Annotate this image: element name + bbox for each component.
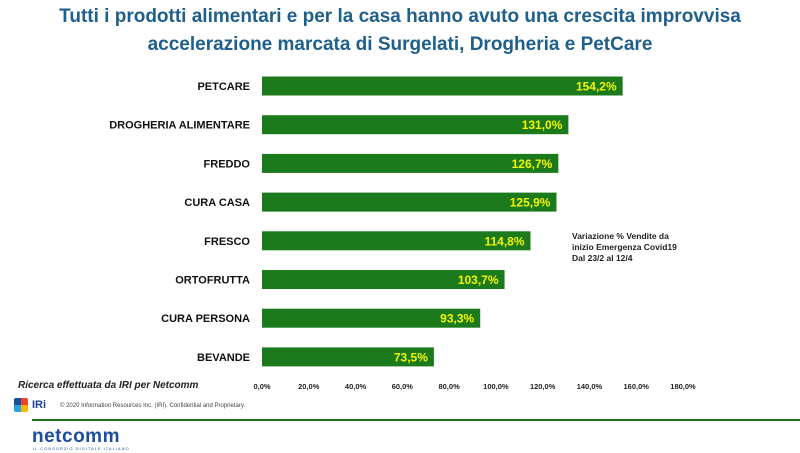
data-label: 126,7% bbox=[512, 157, 553, 171]
bar bbox=[262, 347, 434, 367]
category-label: PETCARE bbox=[197, 81, 250, 93]
x-tick-label: 120,0% bbox=[530, 382, 556, 391]
x-tick-label: 0,0% bbox=[253, 382, 270, 391]
x-tick-label: 160,0% bbox=[624, 382, 650, 391]
source-note: Ricerca effettuata da IRI per Netcomm bbox=[18, 380, 199, 391]
category-label: CURA CASA bbox=[184, 197, 250, 209]
data-label: 93,3% bbox=[440, 312, 474, 326]
x-tick-label: 80,0% bbox=[438, 382, 460, 391]
iri-cube-icon bbox=[14, 398, 28, 412]
iri-logo-text: IRi bbox=[32, 399, 47, 411]
bar bbox=[262, 308, 481, 328]
bar bbox=[262, 76, 623, 96]
divider bbox=[32, 419, 800, 421]
data-label: 114,8% bbox=[484, 234, 524, 248]
x-tick-label: 60,0% bbox=[392, 382, 414, 391]
copyright: © 2020 Information Resources Inc. (IRI).… bbox=[60, 403, 246, 409]
annotation-line: Variazione % Vendite da bbox=[572, 231, 669, 241]
x-tick-label: 20,0% bbox=[298, 382, 320, 391]
chart-subtitle: accelerazione marcata di Surgelati, Drog… bbox=[147, 34, 653, 55]
category-label: CURA PERSONA bbox=[161, 313, 250, 325]
category-label: DROGHERIA ALIMENTARE bbox=[109, 120, 250, 132]
x-tick-label: 40,0% bbox=[345, 382, 367, 391]
data-label: 154,2% bbox=[576, 80, 617, 94]
annotation-line: Dal 23/2 al 12/4 bbox=[572, 253, 633, 263]
bar bbox=[262, 153, 559, 173]
x-tick-label: 100,0% bbox=[483, 382, 509, 391]
bar bbox=[262, 231, 531, 251]
category-label: BEVANDE bbox=[197, 352, 250, 364]
data-label: 73,5% bbox=[394, 350, 428, 364]
category-label: ORTOFRUTTA bbox=[175, 275, 250, 287]
netcomm-logo: netcomm bbox=[32, 426, 120, 447]
category-label: FRESCO bbox=[204, 236, 250, 248]
x-tick-label: 140,0% bbox=[577, 382, 603, 391]
bar bbox=[262, 270, 505, 289]
data-label: 131,0% bbox=[522, 118, 563, 132]
annotation-line: inizio Emergenza Covid19 bbox=[572, 242, 677, 252]
chart-annotation: Variazione % Vendite da inizio Emergenza… bbox=[572, 231, 677, 264]
category-label: FREDDO bbox=[204, 158, 251, 170]
bar bbox=[262, 192, 557, 212]
chart-title: Tutti i prodotti alimentari e per la cas… bbox=[59, 6, 741, 27]
bar bbox=[262, 115, 569, 135]
x-tick-label: 180,0% bbox=[670, 382, 696, 391]
netcomm-tagline: IL CONSORZIO DIGITALE ITALIANO bbox=[33, 446, 130, 451]
data-label: 103,7% bbox=[458, 273, 499, 287]
data-label: 125,9% bbox=[510, 196, 551, 210]
iri-logo: IRi bbox=[14, 398, 46, 412]
